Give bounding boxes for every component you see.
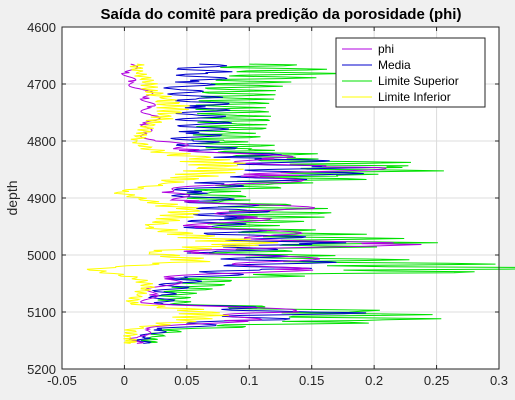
x-tick-label: -0.05 xyxy=(47,373,77,388)
x-tick-label: 0.3 xyxy=(490,373,508,388)
legend-box xyxy=(335,37,486,108)
y-tick-label: 5000 xyxy=(27,248,56,263)
x-tick-label: 0.05 xyxy=(174,373,199,388)
x-tick-label: 0 xyxy=(121,373,128,388)
legend-entry: Limite Superior xyxy=(378,74,459,88)
legend-entry: Media xyxy=(378,58,411,72)
x-tick-label: 0.25 xyxy=(424,373,449,388)
y-tick-label: 4900 xyxy=(27,191,56,206)
series-line-limite-inferior xyxy=(86,63,279,344)
y-tick-label: 4600 xyxy=(27,20,56,35)
legend: phi Media Limite Superior Limite Inferior xyxy=(335,37,486,108)
y-axis-label: depth xyxy=(4,180,20,215)
y-tick-label: 5200 xyxy=(27,362,56,377)
chart-title: Saída do comitê para predição da porosid… xyxy=(101,6,462,23)
series-layer xyxy=(86,63,515,344)
y-tick-label: 5100 xyxy=(27,305,56,320)
legend-entry: Limite Inferior xyxy=(378,90,451,104)
y-tick-label: 4700 xyxy=(27,77,56,92)
y-tick-label: 4800 xyxy=(27,134,56,149)
legend-entry: phi xyxy=(378,42,394,56)
x-tick-label: 0.1 xyxy=(240,373,258,388)
x-tick-label: 0.15 xyxy=(299,373,324,388)
tick-labels: -0.05 0 0.05 0.1 0.15 0.2 0.25 0.3 4600 4700 4800 4… xyxy=(27,20,508,388)
x-tick-label: 0.2 xyxy=(365,373,383,388)
series-line-phi xyxy=(121,63,422,344)
